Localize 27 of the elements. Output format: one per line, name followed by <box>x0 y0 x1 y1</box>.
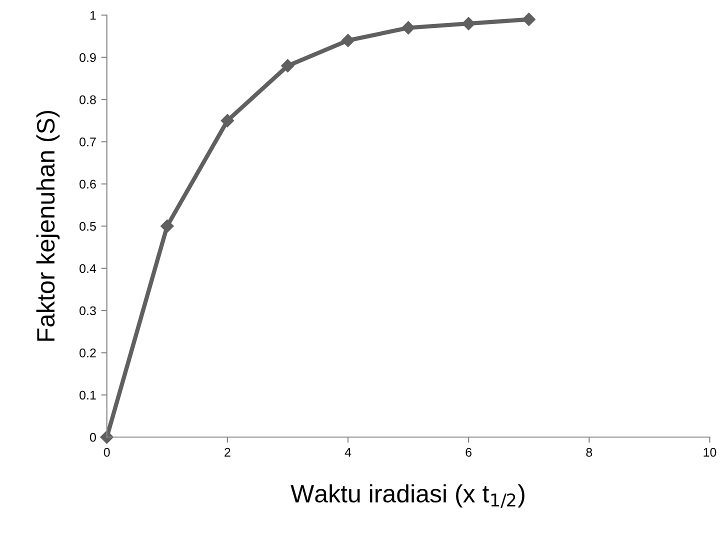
point <box>100 430 114 444</box>
y-tick-label: 1 <box>90 11 96 20</box>
y-tick-label: 0.1 <box>80 390 96 400</box>
point <box>341 34 355 48</box>
x-tick-label: 4 <box>344 448 352 457</box>
y-tick-label: 0.4 <box>80 264 96 273</box>
y-tick-label: 0.9 <box>80 53 96 62</box>
y-tick-label: 0.2 <box>80 348 96 358</box>
point <box>402 21 415 34</box>
y-axis-title: Faktor kejenuhan (S) <box>36 110 60 341</box>
x-tick-label: 2 <box>224 448 230 457</box>
point <box>522 12 536 26</box>
point <box>220 114 234 128</box>
point <box>160 220 174 233</box>
y-tick-label: 0.7 <box>80 138 96 146</box>
x-tick-label: 10 <box>704 448 716 457</box>
x-tick-label: 8 <box>586 448 592 457</box>
y-tick-label: 0.3 <box>80 306 96 316</box>
y-tick-label: 0 <box>90 432 96 442</box>
y-tick-label: 0.5 <box>80 222 96 231</box>
point <box>462 17 476 30</box>
point <box>281 59 294 72</box>
x-tick-label: 0 <box>104 448 110 457</box>
y-tick-label: 0.8 <box>80 95 96 104</box>
x-axis-title: Waktu iradiasi (x t$_{1/2}$) <box>290 484 524 508</box>
y-tick-label: 0.6 <box>80 180 96 189</box>
x-tick-label: 6 <box>466 448 472 457</box>
